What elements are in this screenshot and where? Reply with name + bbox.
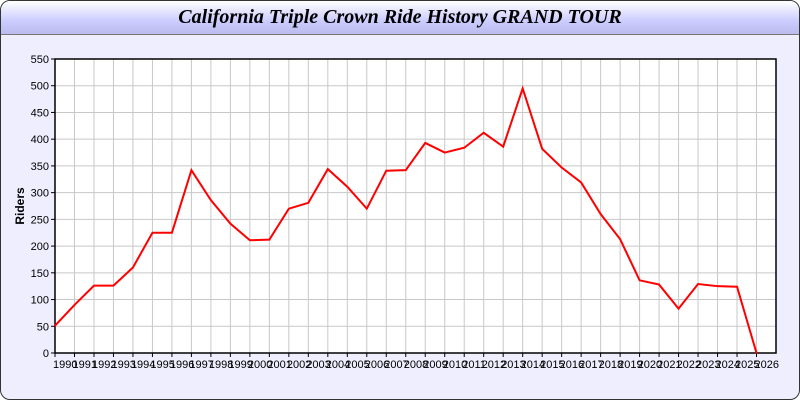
data-point (268, 238, 271, 241)
x-tick-label: 2006 (365, 359, 389, 371)
x-tick-label: 2022 (677, 359, 701, 371)
y-tick-label: 0 (43, 348, 49, 360)
data-point (346, 185, 349, 188)
x-tick-label: 1991 (72, 359, 96, 371)
data-point (716, 285, 719, 287)
x-tick-label: 2016 (560, 359, 584, 371)
y-tick-label: 200 (31, 241, 49, 253)
data-point (541, 148, 543, 150)
data-point (619, 238, 621, 240)
x-tick-label: 1992 (92, 359, 116, 371)
data-point (327, 168, 329, 170)
data-point (638, 279, 641, 282)
x-tick-label: 2017 (579, 359, 603, 371)
data-point (151, 231, 154, 234)
x-tick-label: 2025 (735, 359, 759, 371)
y-tick-label: 300 (31, 188, 49, 200)
data-point (424, 142, 427, 144)
x-tick-label: 2019 (618, 359, 642, 371)
x-tick-label: 2014 (521, 359, 545, 371)
data-point (365, 207, 368, 210)
data-point (93, 284, 95, 287)
y-tick-label: 100 (31, 295, 49, 307)
x-tick-label: 2021 (657, 359, 681, 371)
x-tick-label: 2005 (345, 359, 369, 371)
x-tick-label: 1997 (189, 359, 213, 371)
data-point (112, 284, 115, 287)
data-point (482, 131, 485, 134)
x-tick-label: 1996 (170, 359, 194, 371)
x-tick-label: 2001 (267, 359, 291, 371)
data-point (132, 266, 134, 269)
y-tick-label: 550 (31, 54, 49, 66)
y-tick-label: 500 (31, 81, 49, 93)
chart-title: California Triple Crown Ride History GRA… (178, 6, 622, 28)
data-point (658, 283, 660, 286)
plot-border (54, 58, 777, 354)
x-tick-label: 2003 (306, 359, 330, 371)
y-tick-label: 50 (37, 321, 49, 333)
data-point (385, 169, 388, 172)
x-tick-label: 2008 (404, 359, 428, 371)
x-tick-label: 2015 (540, 359, 564, 371)
x-tick-label: 1993 (111, 359, 135, 371)
data-point (171, 231, 173, 234)
data-point (502, 145, 504, 148)
data-point (249, 239, 251, 242)
x-tick-label: 2013 (501, 359, 525, 371)
data-point (736, 285, 738, 288)
data-point (521, 87, 524, 90)
data-point (73, 304, 76, 306)
x-tick-label: 1999 (228, 359, 252, 371)
data-point (404, 169, 407, 171)
x-tick-label: 2002 (287, 359, 311, 371)
data-point (229, 222, 232, 225)
x-tick-label: 2012 (482, 359, 506, 371)
data-point (463, 146, 466, 149)
data-point (190, 169, 193, 171)
data-point (288, 207, 290, 210)
data-point (677, 307, 680, 310)
title-bar: California Triple Crown Ride History GRA… (1, 1, 799, 35)
x-tick-label: 2004 (326, 359, 350, 371)
data-point (210, 199, 212, 201)
x-tick-label: 2024 (716, 359, 740, 371)
x-tick-label: 1990 (53, 359, 77, 371)
y-axis-label: Riders (13, 187, 27, 225)
data-point (560, 166, 563, 169)
x-tick-label: 2023 (696, 359, 720, 371)
y-tick-label: 150 (31, 268, 49, 280)
data-point (580, 181, 582, 184)
x-tick-label: 2026 (755, 359, 779, 371)
y-tick-label: 250 (31, 214, 49, 226)
x-tick-label: 1995 (150, 359, 174, 371)
x-tick-label: 2010 (443, 359, 467, 371)
x-tick-label: 1998 (209, 359, 233, 371)
x-tick-label: 2020 (638, 359, 662, 371)
x-tick-label: 2018 (599, 359, 623, 371)
data-point (599, 213, 602, 215)
x-tick-label: 2007 (384, 359, 408, 371)
y-tick-label: 450 (31, 107, 49, 119)
x-tick-label: 2000 (248, 359, 272, 371)
plot-area (55, 59, 776, 353)
y-tick-label: 350 (31, 161, 49, 173)
x-tick-label: 2011 (462, 359, 486, 371)
x-tick-label: 2009 (423, 359, 447, 371)
data-point (54, 324, 56, 327)
data-point (697, 283, 699, 285)
data-point (443, 151, 446, 154)
data-point (755, 352, 758, 354)
x-tick-label: 1994 (131, 359, 155, 371)
y-tick-label: 400 (31, 134, 49, 146)
data-point (307, 201, 310, 204)
